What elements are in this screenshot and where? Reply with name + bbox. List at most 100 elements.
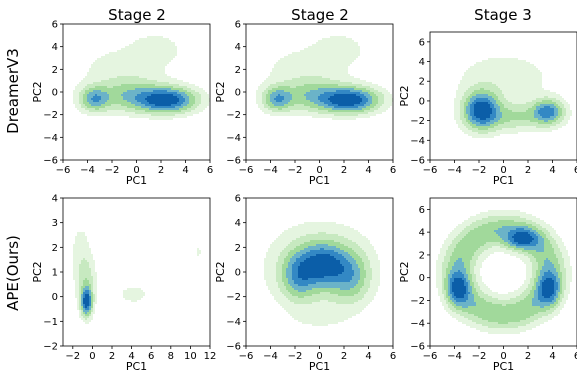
x-tick-label: 0: [316, 351, 322, 362]
y-tick-label: −6: [226, 342, 241, 353]
y-tick-label: −2: [43, 110, 58, 121]
x-tick-label: 4: [549, 165, 555, 176]
column-title-3: Stage 3: [474, 6, 532, 24]
x-tick-label: 0: [133, 165, 139, 176]
x-tick-label: 10: [184, 351, 197, 362]
y-tick-label: −4: [226, 317, 241, 328]
y-tick-label: −4: [410, 319, 425, 330]
y-tick-label: 3: [52, 218, 58, 229]
x-tick-label: 4: [128, 351, 134, 362]
x-tick-label: 6: [390, 165, 396, 176]
x-axis-label: PC1: [309, 360, 330, 372]
contour-panel-1: −6 −4 −2 0 2 4 6 −6 −4 −2 0 2 4 6 PC1 PC2: [31, 20, 213, 188]
y-tick-label: 0: [235, 88, 241, 99]
x-tick-label: 0: [89, 351, 95, 362]
x-tick-label: 2: [158, 165, 164, 176]
x-tick-label: −4: [263, 351, 278, 362]
y-tick-label: 0: [52, 292, 58, 303]
column-title-1: Stage 2: [108, 6, 166, 24]
y-axis-label: PC2: [398, 85, 411, 106]
contour-fill: [145, 94, 179, 106]
contour-level-4: [448, 226, 560, 308]
x-tick-label: 2: [109, 351, 115, 362]
y-tick-label: −1: [43, 317, 58, 328]
x-tick-label: 4: [365, 351, 371, 362]
x-tick-label: 6: [207, 165, 213, 176]
y-tick-label: −4: [43, 133, 58, 144]
y-tick-label: 6: [52, 20, 58, 31]
x-tick-label: −2: [288, 165, 303, 176]
contour-level-6: [298, 254, 344, 280]
contour-level-6: [328, 94, 362, 106]
y-axis-label: PC2: [31, 261, 44, 282]
x-tick-label: −2: [288, 351, 303, 362]
column-title-2: Stage 2: [291, 6, 349, 24]
contour-level-6: [452, 232, 554, 298]
y-tick-label: 4: [235, 218, 241, 229]
x-tick-label: 0: [316, 165, 322, 176]
x-tick-label: −4: [447, 351, 462, 362]
x-tick-label: 12: [204, 351, 217, 362]
row-label-ape: APE(Ours): [4, 235, 22, 311]
y-tick-label: −2: [43, 342, 58, 353]
x-tick-label: 8: [168, 351, 174, 362]
y-tick-label: −6: [410, 156, 425, 167]
y-tick-label: 2: [419, 77, 425, 88]
contour-fill: [83, 294, 89, 308]
x-tick-label: −2: [65, 351, 80, 362]
x-tick-label: −4: [263, 165, 278, 176]
y-tick-label: 4: [419, 228, 425, 239]
y-tick-label: 2: [419, 250, 425, 261]
x-tick-label: −2: [472, 351, 487, 362]
x-axis-label: PC1: [493, 360, 514, 372]
y-tick-label: −2: [410, 116, 425, 127]
x-tick-label: 4: [365, 165, 371, 176]
x-tick-label: 4: [549, 351, 555, 362]
y-tick-label: −6: [43, 156, 58, 167]
y-tick-label: −6: [226, 156, 241, 167]
y-tick-label: 2: [235, 243, 241, 254]
contour-panel-5: −6 −4 −2 0 2 4 6 −6 −4 −2 0 2 4 6 PC1 PC2: [214, 194, 396, 372]
y-tick-label: 0: [419, 96, 425, 107]
contour-panel-2: −6 −4 −2 0 2 4 6 −6 −4 −2 0 2 4 6 PC1 PC2: [214, 20, 396, 188]
x-tick-label: 6: [148, 351, 154, 362]
contour-level-5: [470, 98, 554, 124]
x-tick-label: −6: [423, 165, 438, 176]
y-tick-label: 0: [419, 273, 425, 284]
x-axis-label: PC1: [126, 360, 147, 372]
y-axis-label: PC2: [214, 81, 227, 102]
row-label-dreamerv3: DreamerV3: [4, 48, 22, 134]
contour-fill: [328, 94, 362, 106]
y-tick-label: 2: [52, 65, 58, 76]
contour-level-6: [83, 294, 89, 308]
x-tick-label: −2: [472, 165, 487, 176]
x-tick-label: 6: [574, 165, 577, 176]
y-tick-label: 4: [235, 42, 241, 53]
x-tick-label: 6: [390, 351, 396, 362]
y-axis-label: PC2: [214, 261, 227, 282]
x-tick-label: −6: [423, 351, 438, 362]
y-tick-label: −2: [226, 292, 241, 303]
x-axis-label: PC1: [493, 174, 514, 187]
y-tick-label: 4: [419, 57, 425, 68]
y-tick-label: 6: [419, 205, 425, 216]
x-tick-label: −6: [239, 351, 254, 362]
y-tick-label: 6: [235, 20, 241, 31]
x-tick-label: 2: [525, 351, 531, 362]
x-tick-label: 0: [500, 165, 506, 176]
x-tick-label: 0: [500, 351, 506, 362]
y-tick-label: 0: [235, 268, 241, 279]
y-axis-label: PC2: [398, 261, 411, 282]
x-tick-label: 2: [341, 165, 347, 176]
contour-fill: [448, 226, 560, 308]
y-tick-label: 0: [52, 88, 58, 99]
y-axis-label: PC2: [31, 81, 44, 102]
contour-panel-6: −6 −4 −2 0 2 4 6 −6 −4 −2 0 2 4 6 PC1 PC2: [398, 197, 577, 372]
y-tick-label: 6: [235, 194, 241, 205]
y-tick-label: 4: [52, 194, 58, 205]
x-tick-label: 4: [182, 165, 188, 176]
x-axis-label: PC1: [309, 174, 330, 187]
y-tick-label: −4: [410, 136, 425, 147]
